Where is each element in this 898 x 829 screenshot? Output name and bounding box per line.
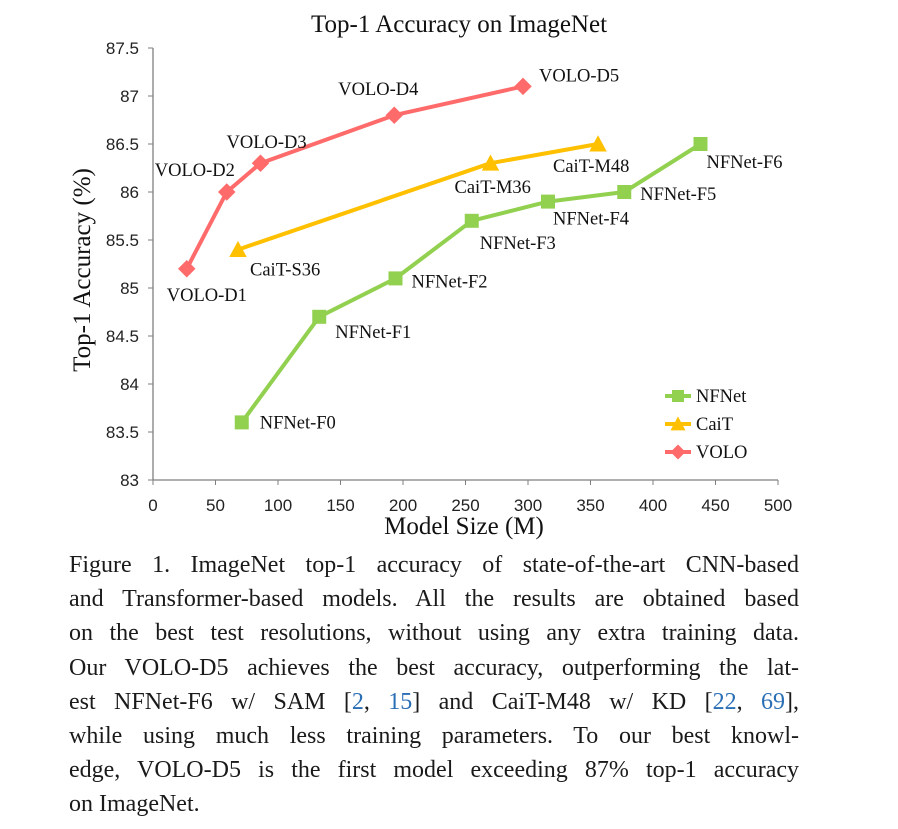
accuracy-chart: Top-1 Accuracy on ImageNet Top-1 Accurac… [69, 11, 792, 540]
x-tick-label: 100 [264, 496, 292, 515]
y-tick-label: 84.5 [106, 327, 139, 346]
legend-volo-marker [670, 444, 686, 460]
cait-point [481, 154, 500, 171]
x-tick-label: 200 [389, 496, 417, 515]
nfnet-point [464, 213, 479, 228]
volo-point-label: VOLO-D3 [227, 133, 307, 153]
caption-line: Our VOLO-D5 achieves the best accuracy, … [69, 651, 799, 685]
y-tick-label: 85.5 [106, 231, 139, 250]
figure-caption: Figure 1. ImageNet top-1 accuracy of sta… [69, 548, 799, 822]
caption-line: on the best test resolutions, without us… [69, 616, 799, 650]
volo-point-label: VOLO-D2 [155, 161, 235, 181]
x-tick-label: 400 [639, 496, 667, 515]
nfnet-point-label: NFNet-F5 [640, 185, 716, 205]
axes: 83 83.5 84 84.5 85 85.5 86 86.5 87 87.5 0 50 100 150 2… [106, 39, 792, 515]
legend-nfnet-label: NFNet [696, 387, 747, 407]
y-axis-label: Top-1 Accuracy (%) [69, 168, 96, 372]
x-tick-label: 150 [326, 496, 354, 515]
chart-title: Top-1 Accuracy on ImageNet [311, 11, 607, 38]
nfnet-point-label: NFNet-F2 [412, 272, 488, 292]
nfnet-point-label: NFNet-F6 [707, 153, 783, 173]
volo-point-label: VOLO-D4 [338, 80, 418, 100]
citation-link[interactable]: 69 [761, 688, 786, 715]
y-tick-label: 85 [120, 279, 139, 298]
x-tick-label: 500 [764, 496, 792, 515]
x-tick-label: 250 [451, 496, 479, 515]
caption-text: Our VOLO-D5 achieves the best accuracy, … [69, 654, 799, 681]
nfnet-point-label: NFNet-F3 [480, 234, 556, 254]
citation-link[interactable]: 2 [351, 688, 364, 715]
citation-link[interactable]: 22 [712, 688, 737, 715]
caption-line: and Transformer-based models. All the re… [69, 582, 799, 616]
legend-cait-marker [670, 416, 686, 431]
volo-point [178, 260, 196, 278]
cait-point-label: CaiT-S36 [250, 261, 320, 281]
volo-point [385, 106, 403, 124]
caption-line: while using much less training parameter… [69, 719, 799, 753]
x-axis-label: Model Size (M) [384, 513, 544, 540]
caption-text: while using much less training parameter… [69, 723, 799, 750]
nfnet-point [388, 271, 403, 286]
caption-text: , [363, 688, 389, 715]
caption-line: Figure 1. ImageNet top-1 accuracy of sta… [69, 548, 799, 582]
nfnet-point-label: NFNet-F1 [335, 323, 411, 343]
caption-text: on ImageNet. [69, 791, 200, 818]
caption-text: Figure 1. ImageNet top-1 accuracy of sta… [69, 552, 799, 578]
volo-point-label: VOLO-D5 [539, 66, 619, 86]
legend-volo-label: VOLO [696, 443, 747, 463]
nfnet-point [693, 137, 708, 151]
caption-text: and Transformer-based models. All the re… [69, 586, 799, 613]
legend: NFNet CaiT VOLO [665, 387, 747, 463]
x-tick-label: 300 [514, 496, 542, 515]
x-tick-label: 450 [701, 496, 729, 515]
nfnet-point [234, 415, 249, 430]
caption-text: est NFNet-F6 w/ SAM [ [69, 688, 352, 715]
nfnet-point [617, 185, 632, 199]
caption-line: edge, VOLO-D5 is the first model exceedi… [69, 753, 799, 787]
y-tick-label: 86.5 [106, 135, 139, 154]
caption-text: ] and CaiT-M48 w/ KD [ [412, 688, 713, 715]
series-layer [178, 77, 708, 430]
cait-point [589, 135, 607, 152]
nfnet-point-label: NFNet-F4 [553, 210, 629, 230]
point-labels: NFNet-F0 NFNet-F1 NFNet-F2 NFNet-F3 NFNet-F4… [155, 66, 783, 433]
y-tick-label: 83 [120, 471, 139, 490]
volo-point-label: VOLO-D1 [167, 286, 247, 306]
y-tick-label: 86 [120, 183, 139, 202]
legend-cait-label: CaiT [696, 415, 733, 435]
nfnet-point-label: NFNet-F0 [260, 413, 336, 433]
x-tick-label: 50 [206, 496, 225, 515]
volo-point [514, 77, 532, 96]
caption-line: on ImageNet. [69, 787, 799, 821]
volo-point [251, 154, 270, 172]
caption-text: , [736, 688, 762, 715]
y-tick-label: 83.5 [106, 423, 139, 442]
y-tick-label: 84 [120, 375, 139, 394]
caption-text: on the best test resolutions, without us… [69, 620, 799, 647]
cait-point-label: CaiT-M48 [553, 157, 629, 177]
caption-line: est NFNet-F6 w/ SAM [2, 15] and CaiT-M48… [69, 685, 799, 719]
nfnet-point [312, 309, 327, 324]
caption-text: ], [785, 688, 800, 715]
caption-text: edge, VOLO-D5 is the first model exceedi… [69, 757, 799, 784]
cait-point [229, 240, 247, 258]
volo-point [218, 183, 236, 201]
x-tick-label: 0 [148, 496, 157, 515]
cait-point-label: CaiT-M36 [455, 178, 531, 198]
y-tick-label: 87 [120, 87, 139, 106]
nfnet-point [541, 194, 555, 209]
legend-nfnet-marker [672, 390, 684, 402]
citation-link[interactable]: 15 [388, 688, 413, 715]
y-tick-label: 87.5 [106, 39, 139, 58]
x-tick-label: 350 [576, 496, 604, 515]
